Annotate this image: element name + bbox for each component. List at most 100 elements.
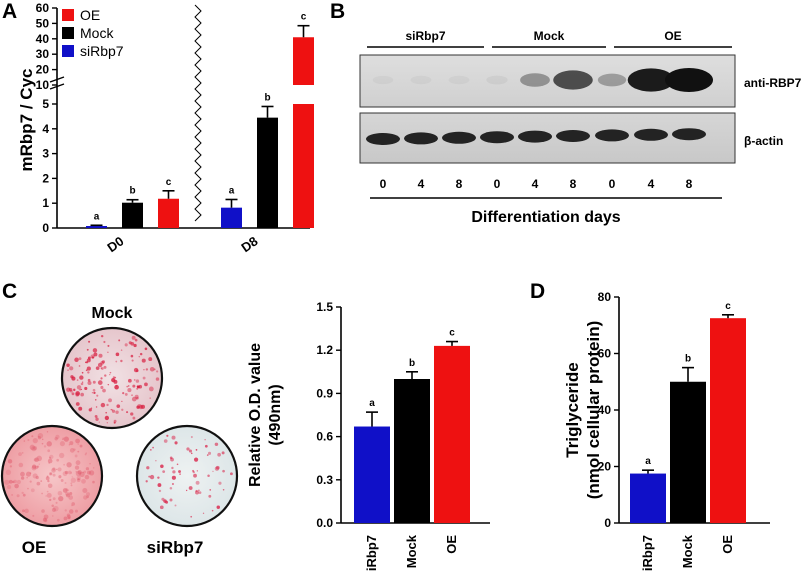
lipid-droplet bbox=[43, 514, 49, 520]
lipid-droplet bbox=[84, 453, 87, 456]
blot-lane-day: 4 bbox=[532, 177, 539, 191]
blot-lane-day: 8 bbox=[686, 177, 693, 191]
lipid-droplet bbox=[16, 494, 20, 498]
lipid-droplet bbox=[8, 479, 13, 484]
actin-band bbox=[366, 133, 400, 145]
lipid-droplet bbox=[104, 415, 110, 421]
lipid-droplet bbox=[133, 379, 136, 381]
lipid-droplet bbox=[218, 481, 222, 485]
lipid-droplet bbox=[130, 412, 134, 416]
chart-a-ytick-label: 5 bbox=[42, 97, 49, 111]
oil-red-dishes: Mock OE siRbp7 bbox=[0, 305, 239, 557]
lipid-droplet bbox=[9, 465, 13, 468]
lipid-droplet bbox=[92, 388, 96, 392]
blot-group-label: Mock bbox=[534, 29, 565, 43]
lipid-droplet bbox=[127, 385, 130, 387]
lipid-droplet bbox=[65, 491, 70, 496]
lipid-droplet bbox=[37, 433, 44, 439]
lipid-droplet bbox=[49, 454, 54, 460]
lipid-droplet bbox=[107, 351, 109, 353]
lipid-droplet bbox=[156, 370, 159, 373]
lipid-droplet bbox=[38, 463, 40, 465]
chart-d-ylabel-line2: (nmol cellular protein) bbox=[584, 321, 603, 500]
lipid-droplet bbox=[196, 470, 198, 472]
chart-a-bar bbox=[86, 226, 107, 228]
lipid-droplet bbox=[75, 460, 81, 466]
lipid-droplet bbox=[204, 444, 208, 448]
lipid-droplet bbox=[48, 462, 50, 464]
lipid-droplet bbox=[148, 475, 151, 478]
lipid-droplet bbox=[35, 475, 39, 480]
lipid-droplet bbox=[132, 416, 136, 420]
lipid-droplet bbox=[47, 479, 50, 483]
panel-label-a: A bbox=[2, 0, 17, 23]
lipid-droplet bbox=[114, 384, 119, 390]
lipid-droplet bbox=[67, 489, 70, 492]
lipid-droplet bbox=[70, 477, 76, 483]
lipid-droplet bbox=[51, 507, 57, 512]
lipid-droplet bbox=[95, 417, 99, 421]
lipid-droplet bbox=[103, 365, 107, 369]
lipid-droplet bbox=[139, 352, 143, 356]
lipid-droplet bbox=[207, 474, 210, 478]
lipid-droplet bbox=[178, 470, 181, 473]
lipid-droplet bbox=[29, 444, 35, 450]
lipid-droplet bbox=[68, 495, 74, 500]
lipid-droplet bbox=[79, 471, 85, 478]
chart-d-ytick-label: 80 bbox=[598, 290, 612, 304]
lipid-droplet bbox=[208, 494, 212, 498]
lipid-droplet bbox=[134, 338, 138, 342]
chart-c-ytick-label: 1.5 bbox=[316, 300, 333, 314]
lipid-droplet bbox=[133, 343, 137, 348]
lipid-droplet bbox=[158, 489, 162, 493]
lipid-droplet bbox=[52, 497, 56, 501]
lipid-droplet bbox=[66, 387, 71, 392]
dish-label-sirbp7: siRbp7 bbox=[147, 538, 204, 557]
lipid-droplet bbox=[153, 368, 156, 371]
rbp7-band bbox=[410, 75, 432, 85]
lipid-droplet bbox=[78, 406, 83, 411]
chart-a-ytick-label: 0 bbox=[42, 221, 49, 235]
lipid-droplet bbox=[88, 408, 92, 412]
lipid-droplet bbox=[49, 498, 52, 502]
lipid-droplet bbox=[59, 441, 65, 447]
lipid-droplet bbox=[207, 451, 212, 455]
legend-label-sirbp7: siRbp7 bbox=[80, 43, 124, 59]
lipid-droplet bbox=[52, 467, 56, 471]
chart-c-ylabel-line1: Relative O.D. value bbox=[247, 343, 264, 487]
lipid-droplet bbox=[32, 473, 38, 479]
lipid-droplet bbox=[87, 356, 91, 360]
lipid-droplet bbox=[41, 438, 44, 441]
lipid-droplet bbox=[74, 454, 78, 458]
legend-swatch-mock bbox=[62, 27, 74, 39]
lipid-droplet bbox=[160, 464, 164, 469]
lipid-droplet bbox=[100, 377, 103, 380]
chart-a-ytick-label: 30 bbox=[36, 47, 50, 61]
lipid-droplet bbox=[69, 441, 74, 446]
blot-lane-day: 0 bbox=[494, 177, 501, 191]
chart-a-ytick-label: 60 bbox=[36, 1, 50, 15]
lipid-droplet bbox=[143, 369, 145, 371]
lipid-droplet bbox=[56, 468, 58, 471]
legend-swatch-oe bbox=[62, 9, 74, 21]
rbp7-band bbox=[553, 70, 593, 90]
lipid-droplet bbox=[138, 355, 141, 358]
lipid-droplet bbox=[76, 475, 81, 481]
lipid-droplet bbox=[65, 493, 70, 498]
dish-sirbp7 bbox=[135, 424, 239, 528]
lipid-droplet bbox=[100, 367, 103, 369]
chart-d: Triglyceride (nmol cellular protein) 0 20… bbox=[563, 290, 770, 571]
lipid-droplet bbox=[126, 411, 129, 414]
lipid-droplet bbox=[69, 491, 73, 496]
actin-band bbox=[404, 132, 438, 145]
lipid-droplet bbox=[202, 512, 205, 514]
lipid-droplet bbox=[37, 436, 42, 440]
chart-a-ytick-label: 2 bbox=[42, 171, 49, 185]
lipid-droplet bbox=[66, 514, 72, 520]
lipid-droplet bbox=[88, 340, 91, 343]
lipid-droplet bbox=[43, 445, 47, 448]
lipid-droplet bbox=[102, 388, 106, 393]
lipid-droplet bbox=[86, 495, 90, 499]
lipid-droplet bbox=[118, 339, 121, 342]
chart-d-ytick-label: 20 bbox=[598, 460, 612, 474]
